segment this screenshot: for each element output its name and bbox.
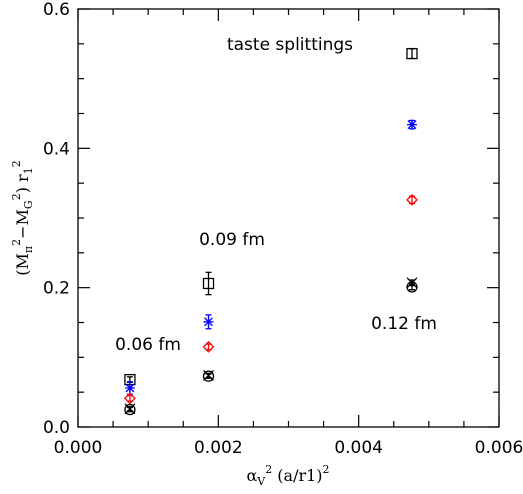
square-point (406, 47, 418, 60)
ylabel-sub-g: G (22, 200, 35, 209)
y-tick-label: 0.6 (43, 0, 70, 20)
ylabel-r: ) r (13, 174, 32, 193)
x-axis-title: αV2 (a/r1)2 (246, 463, 329, 488)
diamond-marker (406, 193, 418, 206)
data-points (124, 47, 418, 416)
chart-title: taste splittings (227, 35, 353, 55)
xlabel-sup-2b: 2 (323, 463, 330, 476)
x-tick-label: 0.000 (54, 438, 103, 458)
diamond-point (406, 193, 418, 206)
star-marker (406, 119, 417, 130)
ylabel-m: (M (13, 253, 32, 276)
x-tick-label: 0.006 (475, 438, 523, 458)
plot-frame (77, 8, 500, 428)
xlabel-sub-v: V (256, 475, 266, 488)
xlabel-body: (a/r1) (272, 466, 322, 485)
diamond-point (124, 392, 136, 405)
xlabel-alpha: α (246, 466, 257, 485)
cross-marker (406, 277, 418, 289)
y-tick-label: 0.2 (43, 279, 70, 299)
circle-marker (124, 403, 136, 416)
axis-ticks (77, 8, 500, 428)
y-tick-label: 0.0 (43, 418, 70, 438)
diamond-marker (202, 340, 215, 353)
ylabel-sup-2a: 2 (10, 239, 23, 246)
ylabel-sub-1: 1 (22, 167, 35, 174)
square-marker (202, 277, 215, 290)
diamond-marker (124, 392, 136, 405)
circle-marker (406, 281, 418, 293)
star-marker (203, 316, 214, 327)
x-tick-label: 0.004 (334, 438, 383, 458)
annotation-009fm: 0.09 fm (199, 230, 265, 250)
ylabel-minus-m: −M (13, 209, 32, 239)
y-axis-title: (Mπ2−MG2) r12 (10, 160, 35, 275)
diamond-point (202, 340, 215, 353)
square-point (202, 271, 215, 296)
tick-labels: 0.000 0.002 0.004 0.006 0.0 0.2 0.4 0.6 (43, 0, 523, 458)
annotation-006fm: 0.06 fm (115, 335, 181, 355)
star-marker (124, 382, 135, 393)
annotation-012fm: 0.12 fm (371, 314, 437, 334)
circle-marker (202, 370, 215, 382)
star-point (406, 119, 417, 130)
ylabel-sub-pi: π (22, 246, 35, 253)
ylabel-sup-2c: 2 (10, 160, 23, 167)
x-tick-label: 0.002 (194, 438, 243, 458)
star-point (203, 314, 214, 330)
xlabel-sup-2: 2 (265, 463, 272, 476)
square-marker (406, 47, 418, 60)
y-tick-label: 0.4 (43, 139, 70, 159)
circle-point (124, 403, 136, 416)
star-point (124, 381, 135, 395)
circle-point (202, 370, 215, 382)
ylabel-sup-2b: 2 (10, 193, 23, 200)
circle-point (406, 281, 418, 293)
